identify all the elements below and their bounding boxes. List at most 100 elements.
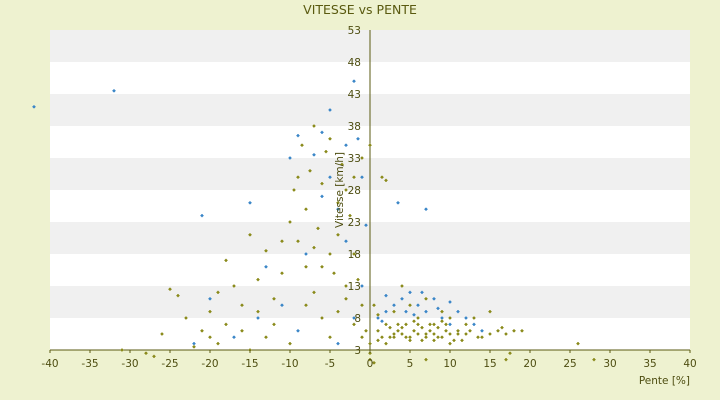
data-point <box>344 239 348 244</box>
data-point <box>264 248 268 253</box>
data-point <box>352 175 356 180</box>
data-point <box>392 335 396 340</box>
data-point <box>368 143 372 148</box>
data-point <box>360 303 364 308</box>
data-point <box>208 335 212 340</box>
x-tick-label: -20 <box>201 358 218 370</box>
data-point <box>416 303 420 308</box>
data-point <box>428 328 432 333</box>
data-point <box>380 335 384 340</box>
data-point <box>408 303 412 308</box>
data-point <box>360 156 364 160</box>
data-point <box>408 290 412 295</box>
data-point <box>376 328 380 333</box>
data-point <box>452 338 456 343</box>
data-point <box>352 252 356 256</box>
data-point <box>444 328 448 333</box>
data-point <box>272 296 276 301</box>
data-point <box>296 175 300 180</box>
data-point <box>396 322 400 327</box>
data-point <box>384 293 388 298</box>
data-point <box>296 328 300 333</box>
data-point <box>412 319 416 324</box>
y-tick-label: 38 <box>348 121 361 133</box>
x-tick-label: -30 <box>121 358 138 370</box>
data-point <box>448 322 452 327</box>
x-tick-label: 30 <box>603 358 616 370</box>
data-point <box>224 258 228 263</box>
data-point <box>288 156 292 160</box>
data-point <box>396 328 400 333</box>
data-point <box>412 328 416 333</box>
data-point <box>160 332 164 336</box>
data-point <box>320 316 324 320</box>
data-point <box>240 328 244 333</box>
data-point <box>240 303 244 308</box>
x-tick-label: -35 <box>81 358 98 370</box>
data-point <box>416 316 420 320</box>
data-point <box>336 341 340 346</box>
data-point <box>256 316 260 320</box>
data-point <box>120 348 124 352</box>
data-point <box>336 200 340 205</box>
data-point <box>404 309 408 314</box>
data-point <box>592 357 596 362</box>
data-point <box>112 88 116 93</box>
data-point <box>144 351 148 356</box>
data-point <box>328 108 332 112</box>
x-tick-label: 20 <box>523 358 536 370</box>
data-point <box>460 338 464 343</box>
data-point <box>316 226 320 231</box>
data-point <box>432 332 436 336</box>
data-point <box>372 303 376 308</box>
data-point <box>292 188 296 192</box>
data-point <box>168 287 172 292</box>
data-point <box>412 312 416 317</box>
data-point <box>304 264 308 269</box>
data-point <box>508 351 512 356</box>
x-tick-label: 40 <box>683 358 696 370</box>
y-tick-label: 48 <box>348 57 361 69</box>
data-point <box>264 264 268 269</box>
data-point <box>380 319 384 324</box>
data-point <box>480 335 484 340</box>
data-point <box>476 335 480 340</box>
data-point <box>328 136 332 141</box>
x-tick-label: 0 <box>367 358 374 370</box>
data-point <box>248 200 252 205</box>
data-point <box>232 335 236 340</box>
data-point <box>424 357 428 362</box>
data-point <box>364 328 368 333</box>
data-point <box>404 335 408 340</box>
data-point <box>392 309 396 314</box>
data-point <box>272 322 276 327</box>
data-point <box>400 296 404 301</box>
x-tick-label: 10 <box>443 358 456 370</box>
data-point <box>344 143 348 148</box>
data-point <box>300 143 304 148</box>
data-point <box>400 284 404 288</box>
data-point <box>420 338 424 343</box>
data-point <box>464 332 468 336</box>
data-point <box>352 322 356 327</box>
data-point <box>456 328 460 333</box>
data-point <box>500 325 504 330</box>
data-point <box>396 200 400 205</box>
data-point <box>356 277 360 282</box>
data-point <box>256 277 260 282</box>
data-point <box>340 162 344 167</box>
data-point <box>224 322 228 327</box>
y-tick-label: 23 <box>348 217 361 229</box>
data-point <box>360 284 364 288</box>
data-point <box>336 207 340 212</box>
y-tick-label: 3 <box>354 345 361 357</box>
data-point <box>400 325 404 330</box>
data-point <box>296 239 300 244</box>
data-point <box>392 332 396 336</box>
data-point <box>328 335 332 340</box>
data-point <box>424 332 428 336</box>
data-point <box>320 194 324 199</box>
data-point <box>372 360 376 365</box>
